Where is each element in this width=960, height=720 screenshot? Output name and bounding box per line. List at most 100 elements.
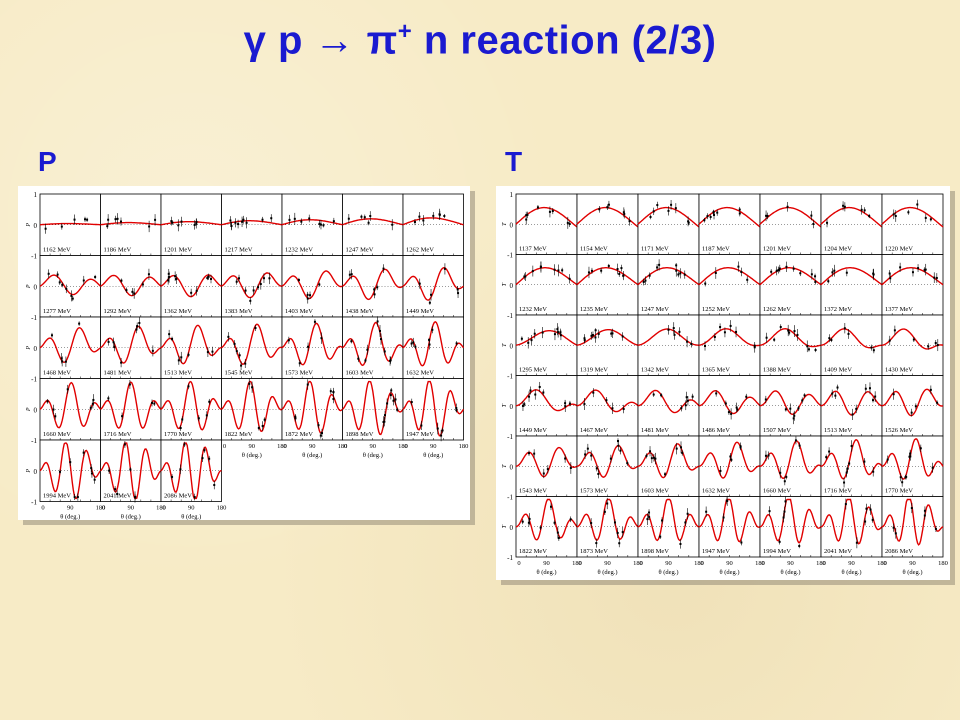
data-point [863,460,866,463]
energy-label: 1292 MeV [104,308,132,315]
data-point [788,331,791,334]
data-point [606,206,609,209]
x-tick-label: 0 [822,560,825,567]
energy-label: 1513 MeV [824,427,852,434]
subplot: 1232 MeV [515,254,578,316]
subplot: 1365 MeV [698,314,761,376]
energy-label: 1545 MeV [225,370,253,377]
data-point [764,454,767,457]
data-point [787,329,790,332]
energy-label: 1603 MeV [346,370,374,377]
data-point [229,219,232,222]
data-point [539,265,542,268]
data-point [649,450,652,453]
data-point [369,215,372,218]
data-point [687,220,690,223]
x-tick-label: 0 [404,443,407,450]
energy-label: 1217 MeV [225,247,253,254]
x-axis-label: θ (deg.) [780,569,800,576]
model-curve [160,380,222,431]
data-point [533,452,536,455]
data-point [642,280,645,283]
subplot: 1486 MeV [698,375,761,437]
energy-label: 1295 MeV [519,367,547,374]
energy-label: 1430 MeV [885,367,913,374]
data-point [874,395,877,398]
data-point [848,462,851,465]
data-point [704,282,707,285]
x-tick-label: 180 [877,560,887,567]
data-point [910,411,913,414]
data-point [252,289,255,292]
model-curve [698,389,761,415]
subplot: 1526 MeV [881,375,944,437]
y-axis-label: P [26,407,32,412]
data-point [538,385,541,388]
data-point [590,334,593,337]
data-point [322,224,325,227]
subplot: 1947 MeV [402,378,465,442]
subplot: 1252 MeV [698,254,761,316]
x-tick-label: 0 [102,505,105,512]
y-axis-label: P [26,346,32,351]
data-point [600,269,603,272]
p-figure: 1 0 -1 P 0 -1 P 0 -1 P 0 -1 P 0 -1 P 1162 MeV 1186 MeV 120… [18,186,470,521]
energy-label: 1235 MeV [580,306,608,313]
x-axis-label: θ (deg.) [536,569,556,576]
energy-label: 1247 MeV [346,247,374,254]
x-axis-label: θ (deg.) [302,452,322,459]
data-point [350,273,353,276]
data-point [681,451,684,454]
model-curve [39,222,101,226]
data-point [893,329,896,332]
data-point [193,496,196,499]
subplot: 1947 MeV [698,495,761,558]
data-point [672,327,675,330]
data-point [116,217,119,220]
data-point [650,457,653,460]
data-point [927,345,930,348]
data-point [151,349,154,352]
model-curve [221,323,283,365]
data-point [58,281,61,284]
x-tick-label: 90 [370,443,377,450]
data-point [208,457,211,460]
data-point [935,276,938,279]
data-point [616,531,619,534]
x-tick-label: 180 [459,443,469,450]
y-tick-label: 0 [510,524,514,532]
energy-label: 1186 MeV [104,247,132,254]
data-point [410,401,413,404]
data-point [812,223,815,226]
data-point [92,398,95,401]
data-point [735,406,738,409]
data-point [151,401,154,404]
data-point [70,294,73,297]
data-point [892,526,895,529]
data-point [901,481,904,484]
data-point [84,218,87,221]
model-curve [759,206,822,228]
data-point [568,277,571,280]
data-point [924,216,927,219]
data-point [649,215,652,218]
data-point [709,215,712,218]
energy-label: 1252 MeV [702,306,730,313]
data-point [644,279,647,282]
data-point [864,520,867,523]
data-point [332,391,335,394]
model-curve [698,267,761,286]
data-point [559,334,562,337]
subplot: 1449 MeV [515,375,578,437]
data-point [61,360,64,363]
slide-title: γ p → π+ n reaction (2/3) [0,18,960,63]
energy-label: 1947 MeV [702,548,730,555]
model-curve [759,327,822,348]
data-point [262,277,265,280]
energy-label: 1438 MeV [346,308,374,315]
data-point [722,516,725,519]
model-curve [342,268,404,301]
data-point [706,215,709,218]
data-point [171,337,174,340]
data-point [727,411,730,414]
